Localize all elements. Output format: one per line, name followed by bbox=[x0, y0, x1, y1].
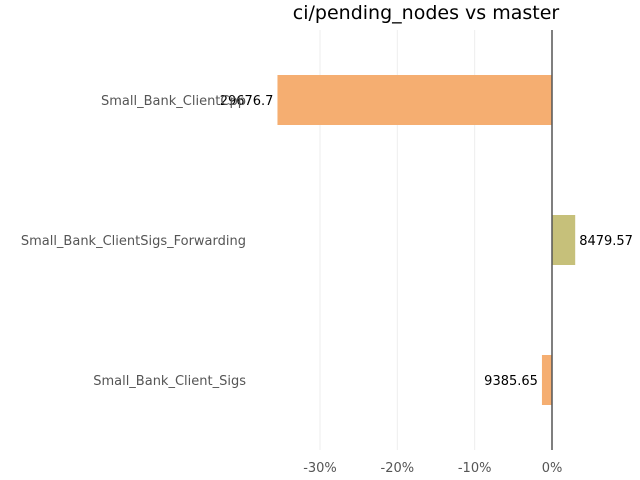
category-label: Small_Bank_Client_Sigs bbox=[93, 374, 246, 389]
x-tick-label: 0% bbox=[542, 461, 563, 476]
x-tick-label: -30% bbox=[303, 461, 337, 476]
x-tick-label: -20% bbox=[381, 461, 415, 476]
bar bbox=[541, 355, 552, 405]
category-label: Small_Bank_ClientCpp bbox=[101, 94, 246, 109]
category-label: Small_Bank_ClientSigs_Forwarding bbox=[21, 234, 246, 249]
data-label: 9385.65 bbox=[484, 374, 538, 389]
x-tick-labels: -30% -20% -10% 0% bbox=[303, 461, 562, 476]
bar bbox=[277, 75, 552, 125]
data-labels: 29676.7 8479.57 9385.65 bbox=[220, 94, 633, 389]
data-label: 29676.7 bbox=[220, 94, 274, 109]
chart-title: ci/pending_nodes vs master bbox=[293, 2, 560, 24]
category-labels: Small_Bank_ClientCpp Small_Bank_ClientSig… bbox=[21, 94, 246, 389]
bars bbox=[277, 75, 576, 405]
x-tick-label: -10% bbox=[458, 461, 492, 476]
data-label: 8479.57 bbox=[579, 234, 633, 249]
bar bbox=[552, 215, 576, 265]
